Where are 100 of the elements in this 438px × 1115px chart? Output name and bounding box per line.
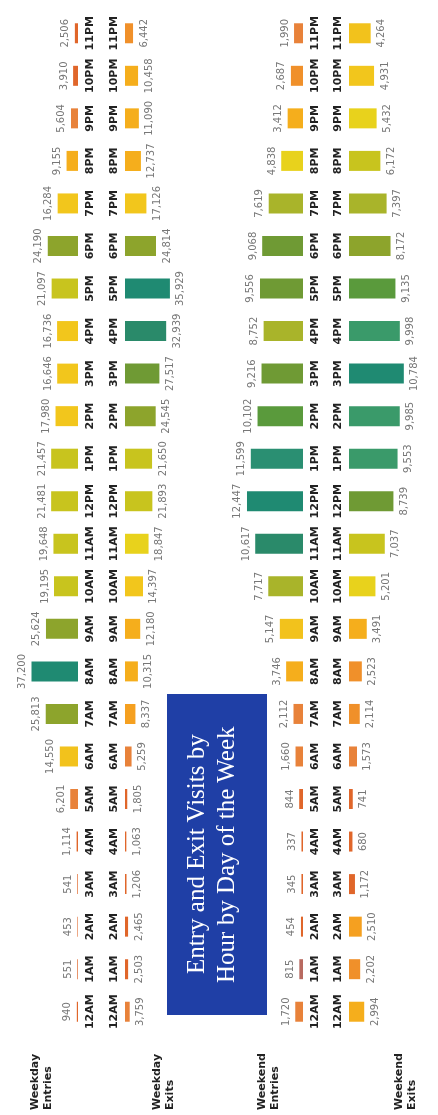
bar: [54, 576, 78, 597]
y-tick-label: 5AM: [331, 785, 344, 813]
data-label: 27,517: [163, 356, 175, 392]
data-label: 9,135: [399, 274, 411, 303]
bar: [349, 746, 357, 767]
data-label: 1,720: [279, 997, 291, 1027]
y-tick-label: 6PM: [107, 232, 120, 260]
y-tick-label: 10AM: [308, 568, 321, 604]
y-tick-label: 12AM: [107, 994, 120, 1030]
data-label: 5,604: [55, 104, 67, 133]
data-label: 940: [61, 1002, 73, 1022]
data-label: 1,063: [130, 827, 142, 856]
bar: [125, 193, 147, 214]
bar: [255, 533, 303, 554]
data-label: 16,736: [41, 313, 53, 349]
y-tick-label: 4AM: [308, 828, 321, 856]
bar: [349, 65, 375, 86]
data-label: 1,172: [359, 869, 371, 899]
bar: [73, 65, 78, 86]
data-label: 4,931: [378, 61, 390, 91]
data-label: 11,599: [235, 441, 247, 477]
bar: [349, 1001, 365, 1022]
bar: [125, 150, 141, 171]
bar: [31, 661, 78, 682]
y-tick-label: 4AM: [107, 828, 120, 856]
bar: [349, 576, 376, 597]
y-tick-label: 2PM: [308, 402, 321, 430]
bar: [300, 916, 303, 937]
bar: [246, 491, 303, 512]
bar: [349, 491, 394, 512]
bar: [125, 108, 139, 129]
bar: [57, 193, 78, 214]
data-label: 453: [61, 917, 73, 937]
y-tick-label: 11PM: [107, 16, 120, 51]
y-tick-label: 7AM: [83, 700, 96, 728]
data-label: 25,813: [30, 696, 42, 732]
bar: [125, 576, 143, 597]
y-tick-label: 5PM: [331, 275, 344, 302]
data-label: 844: [283, 789, 295, 809]
y-tick-label: 2AM: [83, 913, 96, 941]
bar: [349, 661, 362, 682]
bar: [125, 406, 156, 427]
bar: [125, 448, 153, 469]
y-tick-label: 11AM: [331, 526, 344, 562]
y-tick-label: 7PM: [331, 190, 344, 217]
y-tick-label: 12PM: [331, 484, 344, 519]
y-tick-label: 11PM: [331, 16, 344, 51]
data-label: 10,315: [142, 653, 154, 689]
data-label: 25,624: [30, 611, 42, 647]
data-label: 680: [356, 832, 368, 852]
data-label: 9,155: [51, 146, 63, 176]
bar: [125, 235, 157, 256]
bar: [294, 23, 303, 44]
data-label: 19,648: [37, 526, 49, 562]
y-axis-title: Weekend Entries: [255, 1052, 281, 1110]
bar: [268, 193, 303, 214]
y-tick-label: 1AM: [308, 955, 321, 983]
y-tick-label: 8AM: [308, 657, 321, 685]
bar: [250, 448, 303, 469]
y-tick-label: 3PM: [83, 360, 96, 387]
y-tick-label: 7PM: [308, 190, 321, 217]
bar: [286, 661, 303, 682]
data-label: 17,126: [150, 185, 162, 221]
data-label: 6,201: [54, 784, 66, 814]
data-label: 21,893: [156, 483, 168, 519]
y-tick-label: 8AM: [107, 657, 120, 685]
bar: [287, 108, 303, 129]
data-label: 541: [61, 874, 73, 894]
data-label: 2,114: [364, 699, 376, 729]
y-tick-label: 3AM: [308, 870, 321, 898]
bar: [268, 576, 303, 597]
y-tick-label: 4PM: [308, 317, 321, 345]
bar: [125, 278, 170, 299]
data-label: 1,660: [280, 742, 292, 771]
data-label: 8,739: [397, 486, 409, 516]
y-tick-label: 6AM: [107, 742, 120, 771]
data-label: 9,985: [404, 401, 416, 431]
y-tick-label: 3PM: [308, 360, 321, 387]
y-tick-label: 8PM: [83, 147, 96, 175]
y-tick-label: 1AM: [83, 955, 96, 983]
y-tick-label: 2AM: [107, 913, 120, 941]
y-tick-label: 10PM: [308, 58, 321, 93]
data-label: 21,097: [36, 271, 48, 307]
y-axis-title: Weekday Entries: [28, 1052, 54, 1110]
y-tick-label: 9AM: [83, 615, 96, 643]
y-axis-title: Weekend Exits: [392, 1052, 418, 1110]
data-label: 9,556: [244, 274, 256, 303]
bar: [279, 618, 303, 639]
y-tick-label: 11AM: [107, 526, 120, 562]
y-tick-label: 3PM: [107, 360, 120, 387]
bar: [349, 618, 367, 639]
data-label: 1,206: [131, 869, 143, 899]
bar: [125, 1001, 130, 1022]
y-axis-title: Weekday Exits: [150, 1052, 176, 1110]
y-tick-label: 2PM: [331, 402, 344, 430]
data-label: 14,397: [147, 568, 159, 604]
y-tick-label: 6PM: [83, 232, 96, 260]
y-tick-label: 9AM: [331, 615, 344, 643]
data-label: 1,114: [61, 827, 73, 856]
data-label: 9,216: [246, 359, 258, 388]
